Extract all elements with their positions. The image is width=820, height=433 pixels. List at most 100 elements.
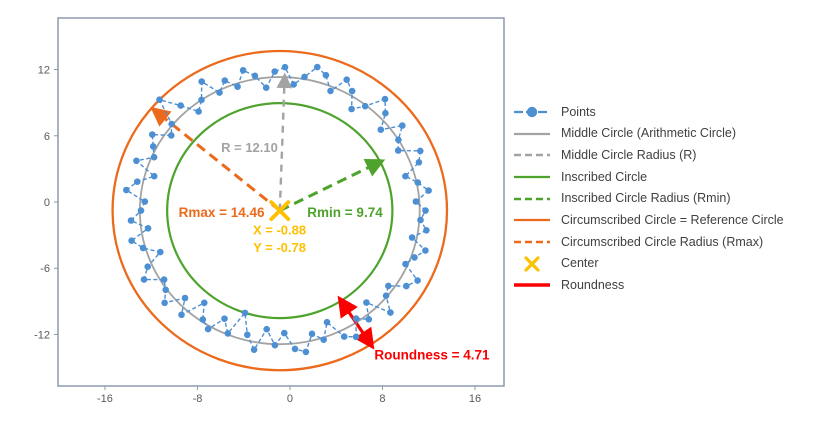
rmax-label: Rmax = 14.46 bbox=[179, 205, 265, 220]
data-point bbox=[150, 172, 158, 180]
data-point bbox=[322, 71, 330, 79]
data-point bbox=[144, 263, 151, 271]
x-tick-label: -8 bbox=[193, 393, 203, 405]
data-point bbox=[271, 341, 279, 349]
data-point bbox=[168, 120, 175, 128]
data-point bbox=[403, 282, 410, 290]
legend-label: Circumscribed Circle = Reference Circle bbox=[561, 213, 784, 228]
data-point bbox=[340, 333, 348, 340]
data-point bbox=[327, 87, 334, 95]
data-point bbox=[250, 346, 258, 354]
data-point bbox=[140, 276, 148, 283]
center-marker bbox=[269, 200, 291, 222]
data-point bbox=[204, 325, 212, 333]
inscribed-circle bbox=[166, 102, 394, 320]
data-point bbox=[382, 109, 389, 117]
data-point bbox=[363, 299, 370, 306]
legend-line-sample bbox=[514, 132, 550, 135]
data-point bbox=[181, 294, 189, 302]
legend-label: Inscribed Circle Radius (Rmin) bbox=[561, 191, 731, 206]
x-tick-label: 16 bbox=[469, 393, 481, 405]
data-point bbox=[417, 147, 424, 155]
data-point bbox=[314, 63, 321, 71]
data-point bbox=[177, 102, 184, 109]
legend-item-middle-circle-arithmetic-circle: Middle Circle (Arithmetic Circle) bbox=[512, 123, 784, 145]
data-point bbox=[361, 102, 369, 110]
data-point bbox=[291, 345, 299, 353]
x-tick-label: -16 bbox=[97, 393, 113, 405]
data-point bbox=[244, 331, 251, 339]
data-point bbox=[411, 254, 418, 261]
roundness-label: Roundness = 4.71 bbox=[374, 347, 490, 362]
data-point bbox=[195, 108, 202, 115]
data-point bbox=[281, 329, 288, 337]
center-x-label: X = -0.88 bbox=[253, 223, 306, 238]
data-point bbox=[414, 277, 421, 284]
rmin-label: Rmin = 9.74 bbox=[307, 205, 383, 220]
data-point bbox=[402, 172, 409, 180]
data-point bbox=[128, 237, 135, 244]
legend-item-circumscribed-circle-reference-circle: Circumscribed Circle = Reference Circle bbox=[512, 209, 784, 231]
data-point bbox=[144, 225, 152, 232]
points-series bbox=[123, 63, 432, 356]
data-point bbox=[251, 72, 259, 80]
data-point bbox=[290, 81, 298, 88]
data-point bbox=[141, 198, 149, 205]
data-point bbox=[415, 159, 423, 166]
x-tick-label: 8 bbox=[379, 393, 385, 405]
data-point bbox=[394, 147, 402, 154]
data-point bbox=[216, 89, 223, 96]
legend-item-inscribed-circle: Inscribed Circle bbox=[512, 166, 784, 188]
data-point bbox=[343, 76, 351, 83]
data-point bbox=[149, 131, 156, 138]
data-point bbox=[422, 207, 429, 214]
legend: Points Middle Circle (Arithmetic Circle) M… bbox=[512, 101, 784, 296]
data-point bbox=[263, 325, 271, 333]
legend-line-sample bbox=[514, 197, 550, 200]
data-point bbox=[178, 311, 185, 319]
data-point bbox=[417, 216, 424, 224]
legend-label: Circumscribed Circle Radius (Rmax) bbox=[561, 234, 764, 249]
data-point bbox=[198, 78, 205, 85]
data-point bbox=[198, 96, 205, 104]
legend-label: Center bbox=[561, 256, 599, 271]
data-point bbox=[365, 316, 373, 323]
y-tick-label: 0 bbox=[44, 197, 50, 209]
data-point bbox=[162, 286, 169, 294]
data-point bbox=[414, 179, 422, 186]
data-point bbox=[234, 83, 241, 90]
data-point bbox=[221, 315, 228, 323]
data-point bbox=[352, 315, 360, 322]
data-point bbox=[320, 336, 328, 344]
center-y-label: Y = -0.78 bbox=[253, 240, 306, 255]
legend-line-sample bbox=[514, 240, 550, 244]
data-point bbox=[382, 292, 390, 300]
data-point bbox=[137, 207, 145, 214]
legend-item-circumscribed-circle-radius-rmax: Circumscribed Circle Radius (Rmax) bbox=[512, 231, 784, 253]
data-point bbox=[157, 248, 164, 256]
data-point bbox=[133, 157, 140, 165]
data-point bbox=[408, 234, 416, 241]
data-point bbox=[156, 96, 163, 103]
data-point bbox=[385, 282, 392, 290]
center-x-icon bbox=[524, 256, 540, 272]
x-tick-label: 0 bbox=[287, 393, 293, 405]
legend-label: Inscribed Circle bbox=[561, 169, 648, 184]
data-point bbox=[224, 330, 232, 337]
data-point bbox=[323, 318, 331, 326]
legend-line-sample bbox=[514, 283, 550, 288]
data-point bbox=[281, 63, 289, 71]
legend-item-points: Points bbox=[512, 101, 784, 123]
data-point bbox=[139, 244, 147, 252]
rmax-radius-arrow bbox=[150, 106, 281, 212]
data-point bbox=[123, 186, 130, 194]
data-point bbox=[221, 77, 229, 84]
legend-line-sample bbox=[514, 219, 550, 222]
y-tick-label: 12 bbox=[38, 65, 50, 77]
data-point bbox=[425, 187, 432, 194]
data-point bbox=[241, 309, 249, 317]
legend-item-center: Center bbox=[512, 253, 784, 275]
middle-radius-arrow bbox=[276, 72, 293, 211]
legend-label: Roundness bbox=[561, 278, 625, 293]
data-point bbox=[348, 87, 356, 95]
